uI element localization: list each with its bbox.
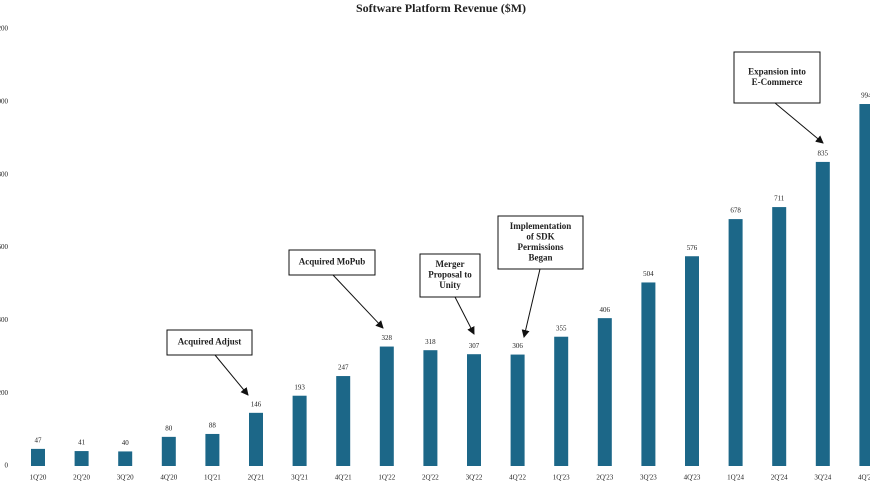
annotation-box xyxy=(733,51,821,104)
annotation-arrow xyxy=(332,274,384,329)
value-label: 41 xyxy=(78,439,86,447)
value-label: 88 xyxy=(209,422,217,430)
x-tick-label: 2Q'20 xyxy=(73,474,90,482)
annotation-text: Unity xyxy=(439,280,461,290)
bar xyxy=(641,282,656,466)
annotation-text: E-Commerce xyxy=(752,77,803,87)
bar xyxy=(685,256,699,466)
y-tick-label: 600 xyxy=(0,243,9,251)
x-tick-label: 4Q'24 xyxy=(858,474,870,482)
y-tick-label: 200 xyxy=(0,389,9,397)
bar xyxy=(336,376,351,466)
x-tick-label: 4Q'22 xyxy=(509,474,526,482)
x-tick-label: 1Q'20 xyxy=(30,474,47,482)
bar xyxy=(597,318,612,466)
value-label: 406 xyxy=(600,306,611,314)
bar xyxy=(74,451,89,466)
value-label: 994 xyxy=(861,92,870,100)
x-tick-label: 2Q'24 xyxy=(771,474,788,482)
annotation-box xyxy=(419,253,481,298)
bar xyxy=(510,354,525,466)
annotation-text: Proposal to xyxy=(428,270,472,280)
y-tick-label: 0 xyxy=(5,462,9,470)
bar xyxy=(161,436,176,466)
x-tick-label: 3Q'21 xyxy=(291,474,308,482)
y-tick-label: 400 xyxy=(0,316,9,324)
value-label: 193 xyxy=(294,383,305,391)
y-tick-label: 1,200 xyxy=(0,25,9,33)
annotation-box xyxy=(166,329,253,356)
value-label: 80 xyxy=(165,424,173,432)
bar xyxy=(467,354,481,466)
bar xyxy=(554,336,569,466)
value-label: 307 xyxy=(469,342,480,350)
value-label: 306 xyxy=(512,342,523,350)
x-tick-label: 4Q'20 xyxy=(160,474,177,482)
x-tick-label: 4Q'23 xyxy=(684,474,701,482)
bar xyxy=(728,219,743,466)
annotation-text: Permissions xyxy=(518,242,564,252)
value-label: 40 xyxy=(122,439,130,447)
annotation-text: Merger xyxy=(436,259,465,269)
value-label: 711 xyxy=(774,195,785,203)
annotation-box xyxy=(288,249,376,276)
x-tick-label: 1Q'24 xyxy=(727,474,744,482)
x-tick-label: 3Q'20 xyxy=(117,474,134,482)
value-label: 318 xyxy=(425,338,436,346)
bar xyxy=(118,451,133,466)
annotation-arrow xyxy=(214,354,249,396)
value-label: 355 xyxy=(556,324,567,332)
bar xyxy=(292,395,307,466)
x-tick-label: 2Q'21 xyxy=(248,474,265,482)
annotation-text: Expansion into xyxy=(748,66,806,76)
annotation-text: Implementation xyxy=(510,221,572,231)
bar xyxy=(249,412,263,466)
annotation-arrow xyxy=(521,268,541,338)
x-tick-label: 1Q'21 xyxy=(204,474,221,482)
chart-title: Software Platform Revenue ($M) xyxy=(356,1,526,15)
x-tick-label: 3Q'22 xyxy=(466,474,483,482)
bar xyxy=(859,104,870,466)
bar xyxy=(815,161,830,466)
annotation-box xyxy=(497,215,584,270)
annotation-text: of SDK xyxy=(526,231,554,241)
bar xyxy=(379,346,394,466)
x-tick-label: 3Q'24 xyxy=(814,474,831,482)
y-tick-label: 1,000 xyxy=(0,97,9,105)
value-label: 247 xyxy=(338,364,349,372)
value-label: 146 xyxy=(251,400,262,408)
x-tick-label: 2Q'23 xyxy=(596,474,613,482)
annotation-text: Acquired Adjust xyxy=(178,337,242,347)
y-tick-label: 800 xyxy=(0,170,9,178)
x-tick-label: 1Q'22 xyxy=(378,474,395,482)
value-label: 678 xyxy=(730,207,741,215)
value-label: 504 xyxy=(643,270,654,278)
annotation-text: Acquired MoPub xyxy=(299,257,366,267)
value-label: 835 xyxy=(818,150,829,158)
x-tick-label: 2Q'22 xyxy=(422,474,439,482)
annotation-text: Began xyxy=(528,252,552,262)
bar xyxy=(423,350,438,466)
bar xyxy=(31,448,45,466)
annotation-arrow xyxy=(454,296,475,335)
bar xyxy=(205,433,220,466)
x-tick-label: 1Q'23 xyxy=(553,474,570,482)
value-label: 47 xyxy=(35,436,43,444)
x-tick-label: 3Q'23 xyxy=(640,474,657,482)
bar xyxy=(772,207,787,466)
annotation-arrow xyxy=(774,102,824,144)
value-label: 328 xyxy=(382,334,393,342)
value-label: 576 xyxy=(687,244,698,252)
x-tick-label: 4Q'21 xyxy=(335,474,352,482)
